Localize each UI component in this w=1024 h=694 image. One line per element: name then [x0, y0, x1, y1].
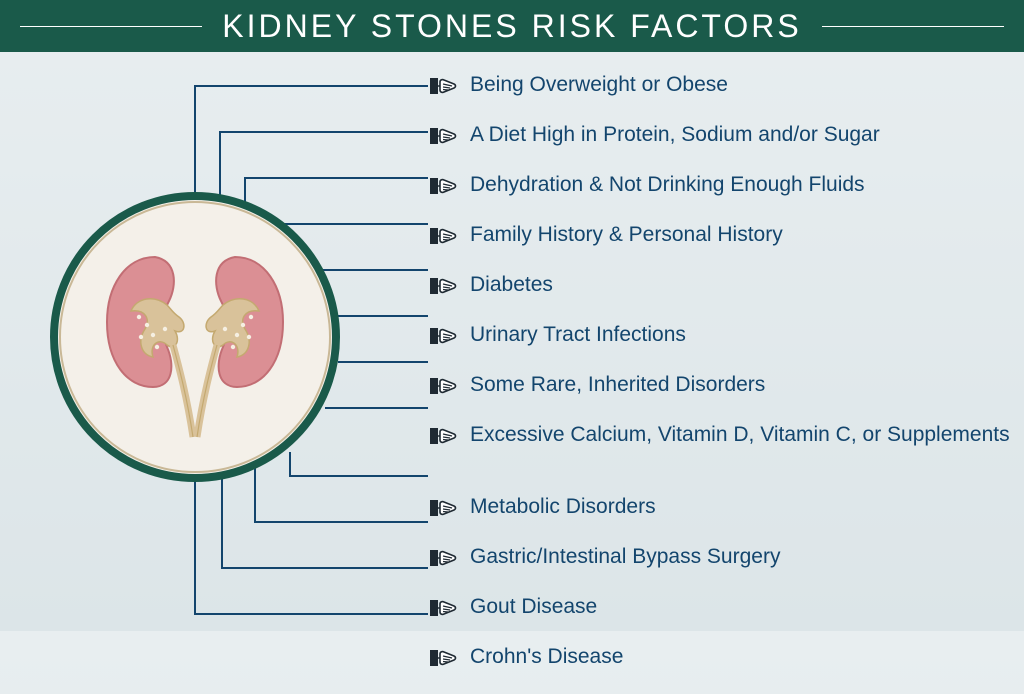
factor-label: Family History & Personal History — [470, 222, 783, 248]
factor-item: Excessive Calcium, Vitamin D, Vitamin C,… — [430, 422, 1010, 490]
factor-label: Diabetes — [470, 272, 553, 298]
pointer-hand-icon — [430, 647, 458, 669]
pointer-hand-icon — [430, 275, 458, 297]
factor-item: Some Rare, Inherited Disorders — [430, 372, 1010, 418]
pointer-hand-icon — [430, 547, 458, 569]
kidneys-illustration-icon — [95, 237, 295, 447]
factor-label: Being Overweight or Obese — [470, 72, 728, 98]
factor-item: A Diet High in Protein, Sodium and/or Su… — [430, 122, 1010, 168]
factor-item: Crohn's Disease — [430, 644, 1010, 690]
pointer-hand-icon — [430, 425, 458, 447]
factor-label: A Diet High in Protein, Sodium and/or Su… — [470, 122, 880, 148]
page-title: KIDNEY STONES RISK FACTORS — [222, 8, 801, 45]
factor-item: Dehydration & Not Drinking Enough Fluids — [430, 172, 1010, 218]
factor-label: Crohn's Disease — [470, 644, 623, 670]
factor-label: Dehydration & Not Drinking Enough Fluids — [470, 172, 865, 198]
factor-label: Excessive Calcium, Vitamin D, Vitamin C,… — [470, 422, 1010, 448]
factor-list: Being Overweight or Obese A Diet High in… — [430, 72, 1010, 694]
content-area: Being Overweight or Obese A Diet High in… — [0, 52, 1024, 631]
factor-item: Diabetes — [430, 272, 1010, 318]
pointer-hand-icon — [430, 225, 458, 247]
factor-item: Urinary Tract Infections — [430, 322, 1010, 368]
factor-item: Gastric/Intestinal Bypass Surgery — [430, 544, 1010, 590]
factor-item: Gout Disease — [430, 594, 1010, 640]
pointer-hand-icon — [430, 325, 458, 347]
header-line-left — [20, 26, 202, 27]
header-bar: KIDNEY STONES RISK FACTORS — [0, 0, 1024, 52]
factor-label: Urinary Tract Infections — [470, 322, 686, 348]
factor-item: Family History & Personal History — [430, 222, 1010, 268]
factor-item: Metabolic Disorders — [430, 494, 1010, 540]
pointer-hand-icon — [430, 375, 458, 397]
pointer-hand-icon — [430, 125, 458, 147]
factor-label: Gout Disease — [470, 594, 597, 620]
pointer-hand-icon — [430, 75, 458, 97]
factor-label: Metabolic Disorders — [470, 494, 656, 520]
factor-label: Some Rare, Inherited Disorders — [470, 372, 765, 398]
factor-item: Being Overweight or Obese — [430, 72, 1010, 118]
kidney-circle — [50, 192, 340, 482]
pointer-hand-icon — [430, 497, 458, 519]
header-line-right — [822, 26, 1004, 27]
factor-label: Gastric/Intestinal Bypass Surgery — [470, 544, 780, 570]
pointer-hand-icon — [430, 175, 458, 197]
pointer-hand-icon — [430, 597, 458, 619]
